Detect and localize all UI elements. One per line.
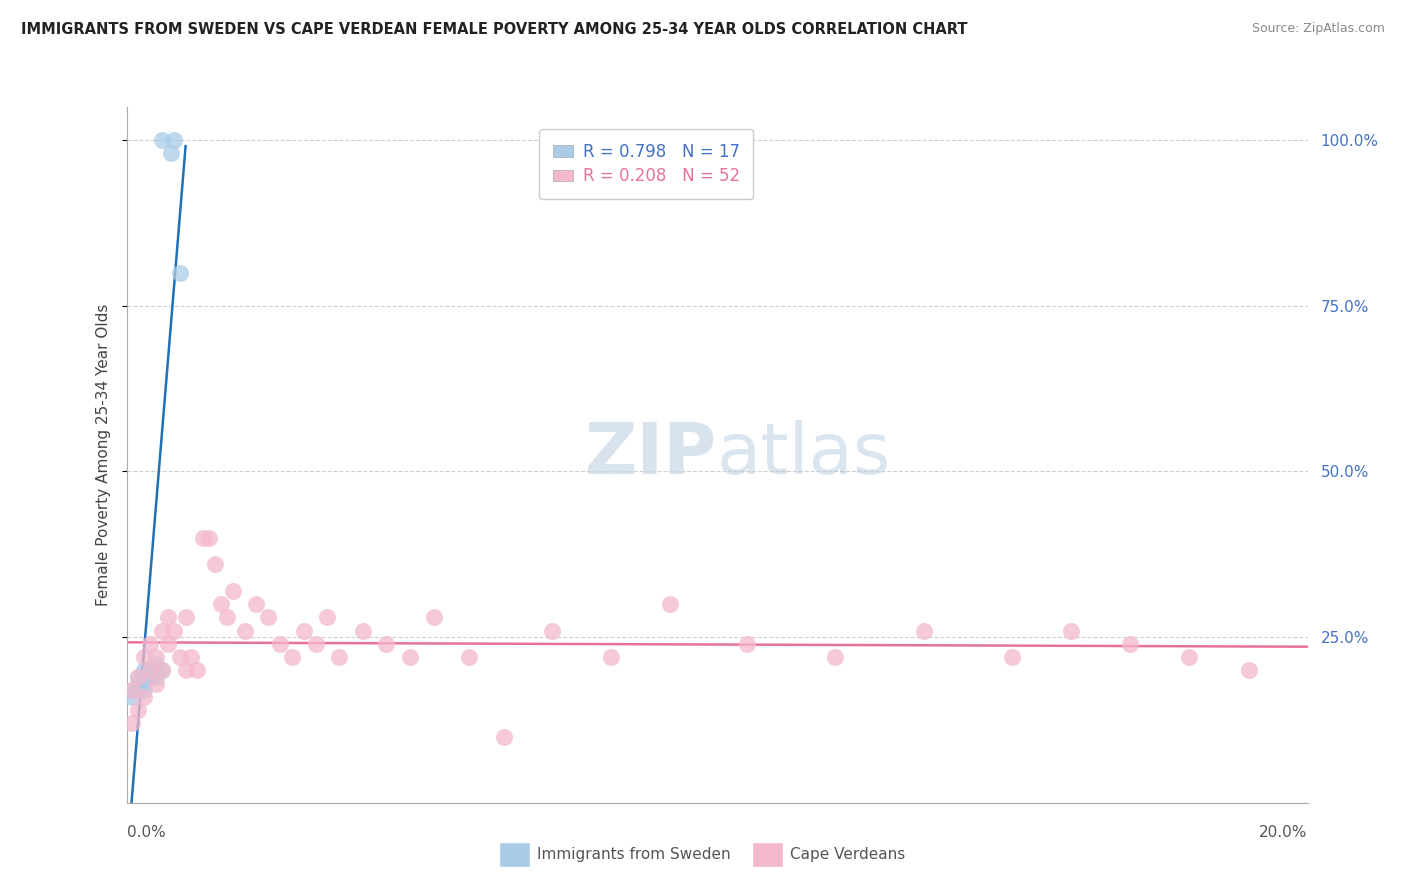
- Point: [150, 133, 173, 147]
- Point: [399, 650, 422, 665]
- Text: atlas: atlas: [717, 420, 891, 490]
- Point: [599, 650, 621, 665]
- Point: [159, 146, 183, 161]
- Point: [127, 670, 149, 684]
- Point: [163, 133, 186, 147]
- Point: [139, 670, 162, 684]
- Point: [245, 597, 267, 611]
- Point: [121, 690, 143, 704]
- Point: [186, 663, 208, 677]
- Point: [150, 624, 173, 638]
- Point: [121, 716, 143, 731]
- Point: [145, 676, 167, 690]
- Point: [180, 650, 202, 665]
- Point: [163, 624, 186, 638]
- Point: [204, 558, 226, 572]
- Point: [145, 657, 167, 671]
- Point: [735, 637, 758, 651]
- Point: [269, 637, 291, 651]
- Point: [209, 597, 232, 611]
- Point: [134, 650, 156, 665]
- Point: [174, 610, 197, 624]
- Point: [121, 683, 143, 698]
- Point: [281, 650, 304, 665]
- Point: [193, 531, 215, 545]
- Point: [127, 676, 149, 690]
- Point: [145, 650, 167, 665]
- Point: [540, 624, 562, 638]
- Point: [292, 624, 315, 638]
- Point: [150, 663, 173, 677]
- Point: [127, 683, 149, 698]
- Point: [139, 663, 162, 677]
- Point: [352, 624, 374, 638]
- Point: [134, 663, 156, 677]
- Point: [134, 690, 156, 704]
- Text: IMMIGRANTS FROM SWEDEN VS CAPE VERDEAN FEMALE POVERTY AMONG 25-34 YEAR OLDS CORR: IMMIGRANTS FROM SWEDEN VS CAPE VERDEAN F…: [21, 22, 967, 37]
- Point: [134, 676, 156, 690]
- Text: Cape Verdeans: Cape Verdeans: [790, 847, 905, 862]
- Point: [127, 670, 149, 684]
- Point: [1178, 650, 1201, 665]
- Point: [121, 683, 143, 698]
- Point: [375, 637, 398, 651]
- Point: [233, 624, 256, 638]
- Point: [328, 650, 350, 665]
- Text: Immigrants from Sweden: Immigrants from Sweden: [537, 847, 731, 862]
- Point: [1237, 663, 1260, 677]
- Point: [127, 703, 149, 717]
- Point: [222, 583, 245, 598]
- Point: [912, 624, 935, 638]
- Point: [257, 610, 280, 624]
- Text: 20.0%: 20.0%: [1260, 825, 1308, 839]
- Point: [156, 610, 179, 624]
- Point: [1060, 624, 1083, 638]
- Point: [215, 610, 238, 624]
- Point: [824, 650, 846, 665]
- Point: [422, 610, 444, 624]
- Point: [156, 637, 179, 651]
- Point: [658, 597, 681, 611]
- Text: 0.0%: 0.0%: [127, 825, 166, 839]
- Text: Source: ZipAtlas.com: Source: ZipAtlas.com: [1251, 22, 1385, 36]
- Text: ZIP: ZIP: [585, 420, 717, 490]
- Point: [458, 650, 481, 665]
- Point: [150, 663, 173, 677]
- Legend: R = 0.798   N = 17, R = 0.208   N = 52: R = 0.798 N = 17, R = 0.208 N = 52: [540, 129, 754, 199]
- Point: [316, 610, 339, 624]
- Point: [304, 637, 326, 651]
- Point: [174, 663, 197, 677]
- Point: [1119, 637, 1142, 651]
- Point: [139, 637, 162, 651]
- Point: [169, 650, 191, 665]
- Point: [145, 670, 167, 684]
- Point: [134, 683, 156, 698]
- Point: [169, 266, 191, 280]
- Point: [198, 531, 221, 545]
- Point: [139, 663, 162, 677]
- Point: [1001, 650, 1024, 665]
- Y-axis label: Female Poverty Among 25-34 Year Olds: Female Poverty Among 25-34 Year Olds: [96, 304, 111, 606]
- Point: [494, 730, 516, 744]
